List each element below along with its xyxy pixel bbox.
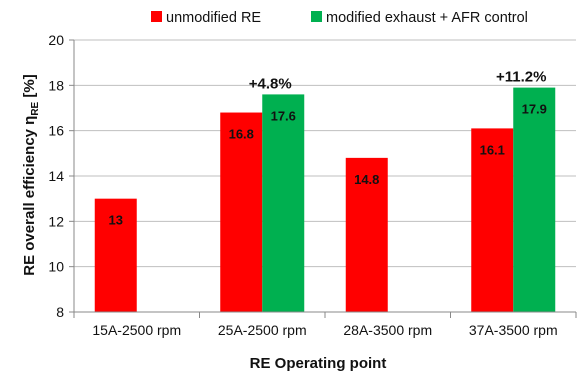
annotations: +4.8% +11.2% [249, 69, 547, 93]
bar-value-label: 17.9 [522, 102, 547, 117]
x-tick-label: 25A-2500 rpm [218, 322, 307, 338]
bar-value-label: 14.8 [354, 172, 379, 187]
x-axis-title: RE Operating point [250, 355, 387, 372]
bar-modified [262, 94, 305, 313]
y-tick-label: 20 [48, 32, 64, 48]
bar-value-label: 16.1 [480, 142, 505, 157]
y-axis-title-main: RE overall efficiency η [21, 116, 38, 276]
gain-annotation: +11.2% [496, 69, 546, 86]
y-tick-label: 18 [48, 77, 64, 93]
y-tick-label: 8 [56, 304, 64, 320]
bar-value-label: 13 [109, 213, 123, 228]
gain-annotation: +4.8% [249, 75, 292, 92]
y-tick-label: 12 [48, 213, 64, 229]
bar-unmodified [94, 198, 137, 312]
y-axis-title-subscript: RE [30, 101, 41, 115]
axes [73, 40, 576, 313]
y-axis-title: RE overall efficiency ηRE [%] [21, 74, 41, 275]
y-tick-label: 10 [48, 259, 64, 275]
x-tick-label: 28A-3500 rpm [343, 322, 432, 338]
legend-label-modified: modified exhaust + AFR control [326, 10, 528, 26]
legend: unmodified RE modified exhaust + AFR con… [151, 10, 528, 26]
bar-unmodified [471, 128, 514, 312]
y-axis-ticks: 8 10 12 14 16 18 20 [48, 32, 74, 320]
bar-modified [513, 87, 556, 312]
y-axis-title-unit: [%] [21, 74, 38, 102]
x-axis-ticks: 15A-2500 rpm 25A-2500 rpm 28A-3500 rpm 37A-… [73, 312, 577, 338]
bar-value-label: 17.6 [271, 108, 296, 123]
bar-value-label: 16.8 [229, 127, 254, 142]
legend-swatch-modified [311, 11, 322, 22]
bars [94, 87, 556, 313]
y-tick-label: 16 [48, 123, 64, 139]
y-tick-label: 14 [48, 168, 64, 184]
bar-unmodified [220, 112, 263, 313]
data-labels: 13 16.8 17.6 14.8 16.1 17.9 [109, 102, 547, 228]
legend-label-unmodified: unmodified RE [166, 10, 261, 26]
bar-unmodified [345, 157, 388, 312]
x-tick-label: 15A-2500 rpm [92, 322, 181, 338]
x-tick-label: 37A-3500 rpm [469, 322, 558, 338]
gridlines [74, 39, 576, 313]
legend-swatch-unmodified [151, 11, 162, 22]
